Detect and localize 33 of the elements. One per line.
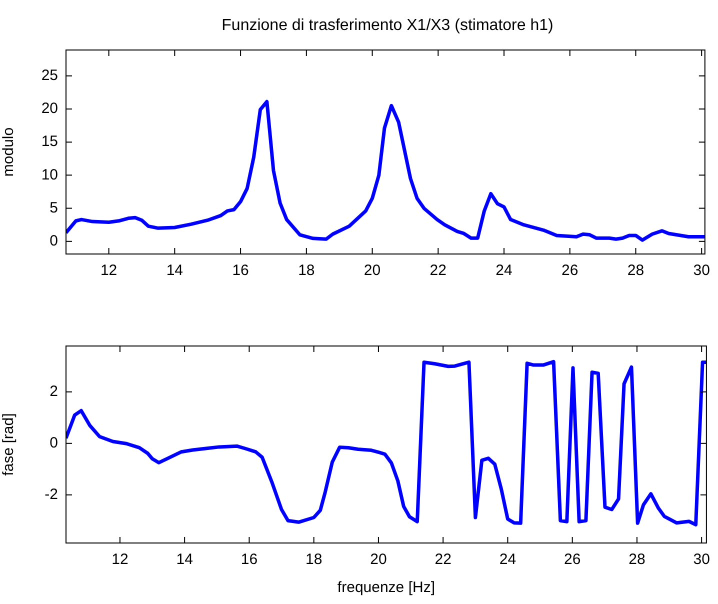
y-axis-title: modulo [0, 127, 18, 177]
x-tick-label: 24 [499, 551, 516, 568]
y-tick-label: 20 [41, 100, 58, 118]
x-tick-label: 20 [364, 262, 381, 280]
x-axis-title: frequenze [Hz] [337, 579, 435, 596]
x-tick-label: 30 [693, 551, 710, 568]
x-tick-label: 26 [562, 262, 578, 280]
y-axis-title: fase [rad] [0, 413, 18, 476]
y-tick-label: 10 [41, 166, 58, 184]
y-tick-label: 25 [41, 66, 58, 84]
x-tick-label: 28 [627, 262, 644, 280]
x-tick-label: 14 [166, 262, 184, 280]
x-tick-label: 22 [434, 551, 452, 568]
y-tick-label: 0 [50, 232, 58, 250]
x-tick-label: 16 [232, 262, 249, 280]
x-tick-label: 12 [100, 262, 118, 280]
x-tick-label: 12 [112, 551, 128, 568]
x-tick-label: 26 [564, 551, 581, 568]
x-tick-label: 20 [370, 551, 387, 568]
x-tick-label: 18 [298, 262, 315, 280]
y-tick-label: 15 [41, 133, 58, 150]
x-tick-label: 28 [628, 551, 646, 568]
x-tick-label: 30 [693, 262, 710, 280]
x-tick-label: 16 [240, 551, 258, 568]
y-tick-label: -2 [44, 486, 58, 503]
y-tick-label: 5 [50, 199, 58, 216]
chart-title: Funzione di trasferimento X1/X3 (stimatore h1) [220, 17, 554, 35]
y-tick-label: 2 [50, 382, 58, 400]
y-tick-label: 0 [50, 434, 58, 452]
x-tick-label: 22 [430, 262, 446, 280]
x-tick-label: 14 [176, 551, 193, 568]
x-tick-label: 24 [496, 262, 512, 280]
x-tick-label: 18 [305, 551, 322, 568]
